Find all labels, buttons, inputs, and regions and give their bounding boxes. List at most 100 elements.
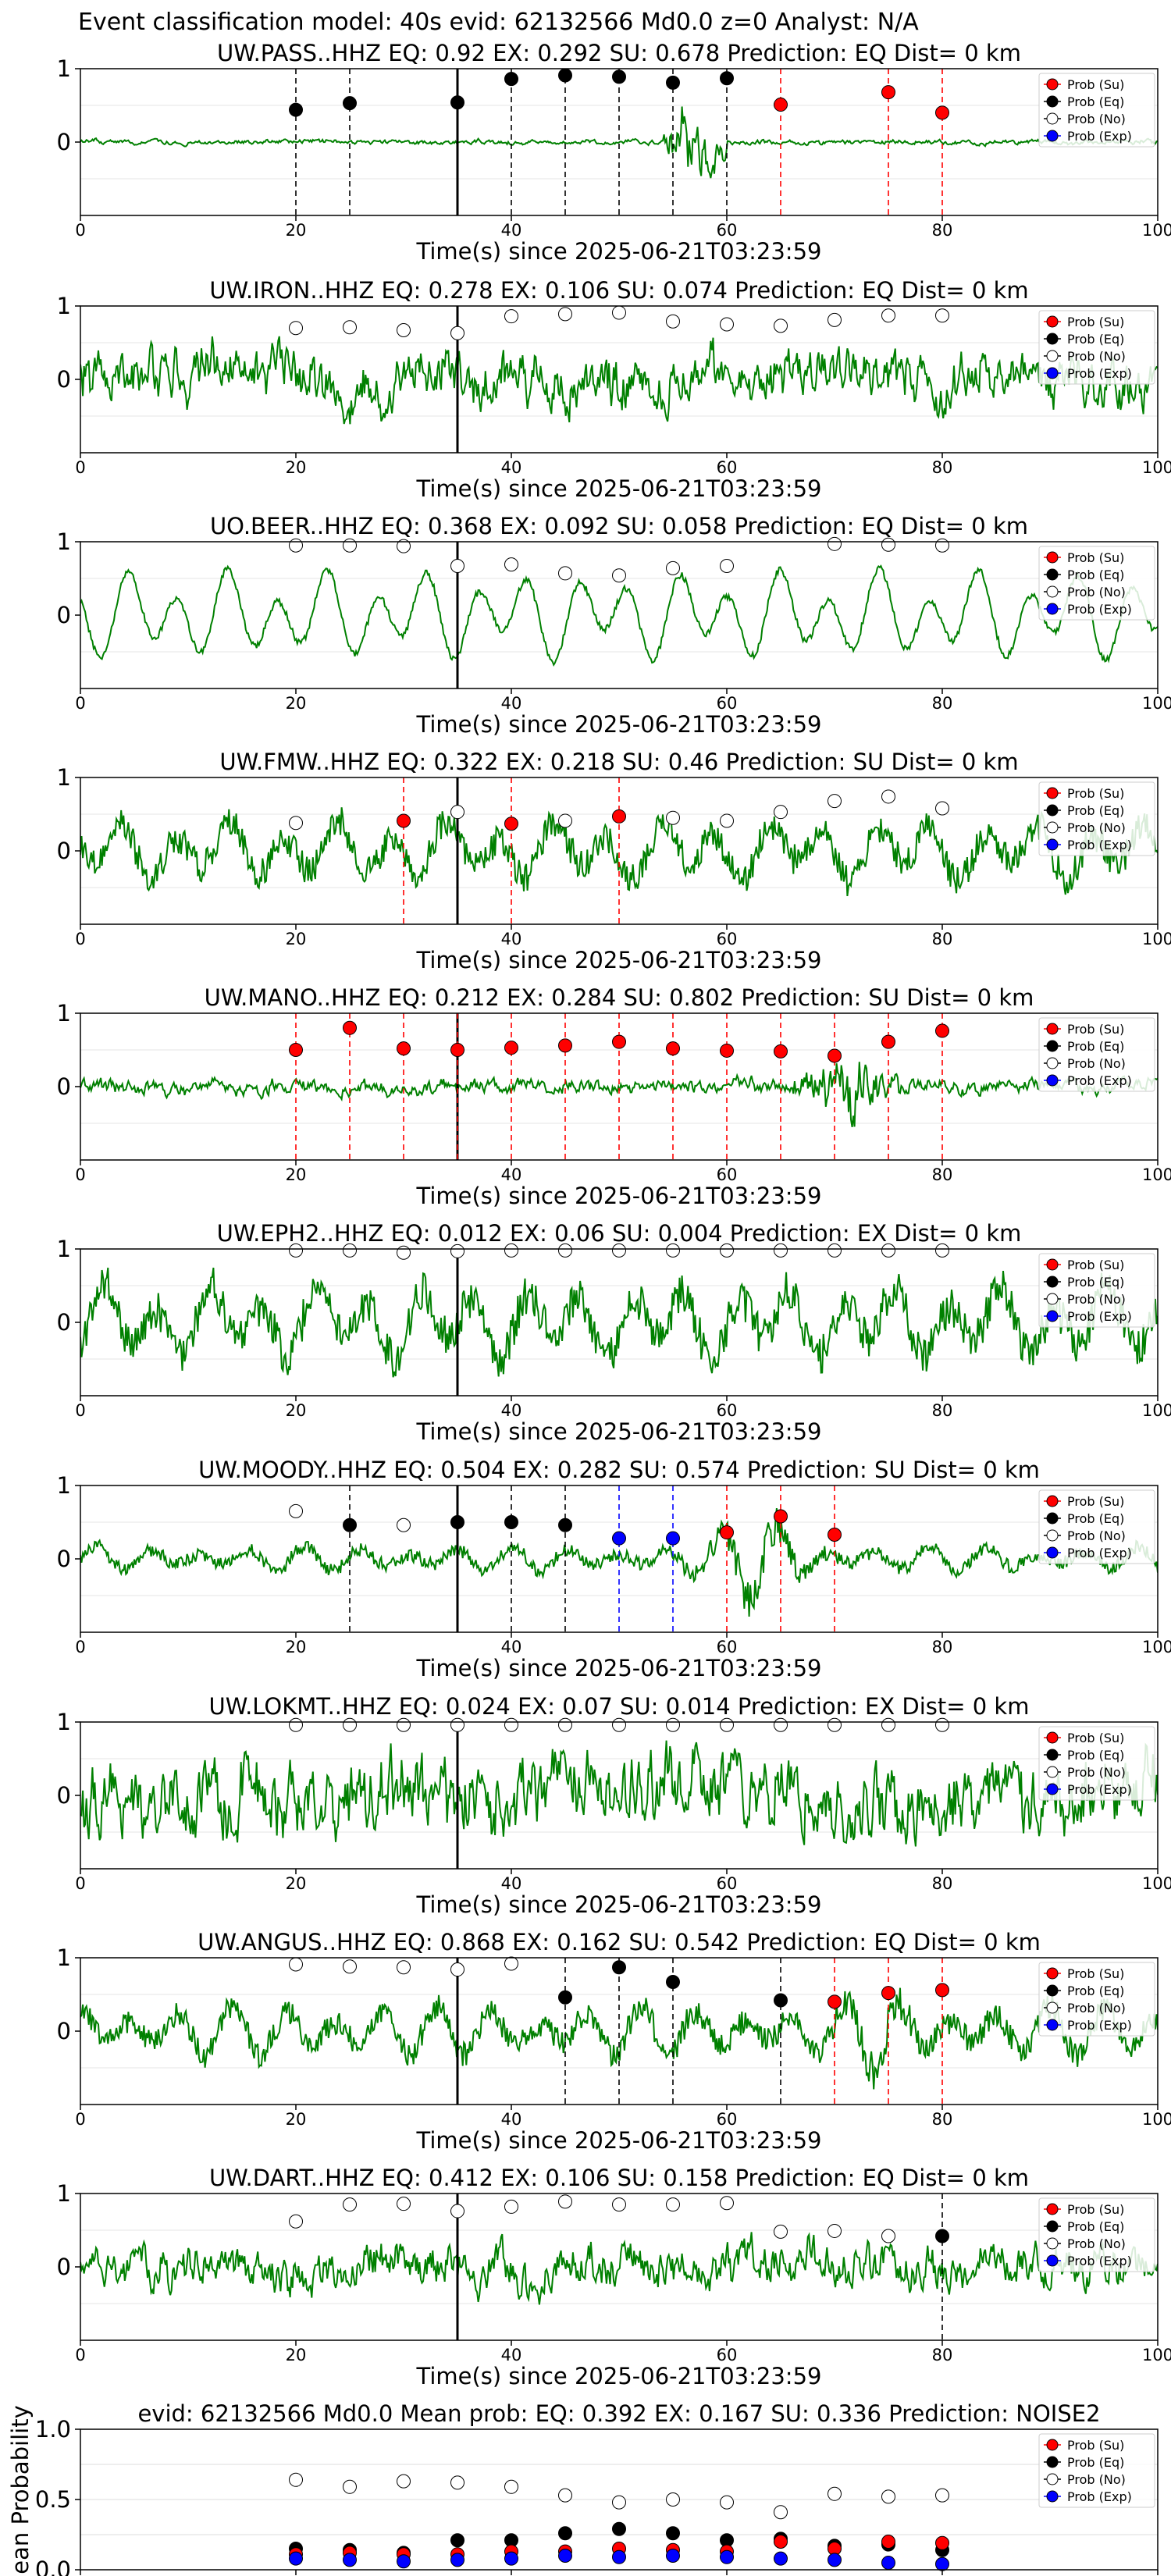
prob-point-no [450, 805, 464, 820]
y-tick-label: 0 [57, 1546, 71, 1572]
prob-point-su [881, 1034, 895, 1049]
x-tick-label: 20 [286, 2110, 307, 2129]
station-panel-1-plot-area [80, 69, 1158, 215]
y-tick-label: 0 [57, 838, 71, 864]
legend-label-exp: Prob (Exp) [1067, 2018, 1132, 2033]
station-panel-7-xlabel: Time(s) since 2025-06-21T03:23:59 [416, 1655, 822, 1681]
legend-box [1038, 2433, 1155, 2508]
prob-point-no [397, 1517, 411, 1532]
legend-marker-su [1046, 551, 1059, 564]
legend-label-eq: Prob (Eq) [1067, 1748, 1124, 1763]
prob-point-exp [612, 1531, 626, 1546]
legend-box [1038, 1726, 1155, 1801]
prob-point-no [289, 1243, 303, 1258]
legend-label-su: Prob (Su) [1067, 315, 1124, 329]
y-tick-label: 0.0 [35, 2556, 71, 2576]
prob-point-eq [612, 69, 626, 84]
station-panel-6-xlabel: Time(s) since 2025-06-21T03:23:59 [416, 1418, 822, 1445]
legend-label-eq: Prob (Eq) [1067, 1275, 1124, 1290]
prob-point-su [935, 105, 949, 120]
station-panel-1-legend: Prob (Su) Prob (Eq) Prob (No) Prob (Exp) [1038, 73, 1155, 148]
legend-marker-no [1046, 1293, 1059, 1305]
mean-prob-point-eq [558, 2526, 572, 2541]
prob-point-no [828, 2223, 842, 2238]
prob-point-su [720, 1525, 734, 1540]
legend-label-eq: Prob (Eq) [1067, 94, 1124, 109]
prob-point-no [397, 1717, 411, 1732]
legend-marker-no [1046, 821, 1059, 834]
prob-point-su [397, 813, 411, 828]
legend-marker-eq [1046, 568, 1059, 581]
x-tick-label: 60 [717, 221, 738, 240]
legend-label-su: Prob (Su) [1067, 1258, 1124, 1272]
prob-point-su [828, 1048, 842, 1063]
legend-marker-exp [1046, 130, 1059, 142]
prob-point-no [828, 312, 842, 327]
mean-prob-point-no [397, 2474, 411, 2489]
prob-point-su [828, 1527, 842, 1542]
prob-point-su [666, 1041, 680, 1056]
legend-box [1038, 1962, 1155, 2037]
legend-marker-su [1046, 2439, 1059, 2451]
x-tick-label: 40 [501, 930, 522, 948]
station-panel-6-plot-area [80, 1249, 1158, 1396]
waveform-trace [80, 106, 1158, 179]
y-tick-label: 1.0 [35, 2416, 71, 2443]
legend-marker-eq [1046, 1749, 1059, 1761]
prob-point-no [828, 794, 842, 809]
mean-prob-point-no [558, 2488, 572, 2503]
legend-marker-su [1046, 315, 1059, 328]
legend-marker-eq [1046, 804, 1059, 817]
prob-point-no [935, 1717, 949, 1732]
legend-marker-eq [1046, 1984, 1059, 1997]
y-tick-label: 0 [57, 1309, 71, 1336]
mean-prob-point-no [828, 2486, 842, 2501]
x-tick-label: 40 [501, 1401, 522, 1420]
mean-prob-point-exp [397, 2554, 411, 2569]
prob-point-no [450, 1717, 464, 1732]
legend-marker-no [1046, 1529, 1059, 1542]
mean-prob-point-no [935, 2488, 949, 2503]
prob-point-no [666, 810, 680, 825]
prob-point-no [828, 536, 842, 551]
mean-prob-point-no [774, 2505, 788, 2520]
x-tick-label: 40 [501, 221, 522, 240]
prob-point-eq [450, 95, 464, 110]
x-tick-label: 0 [75, 930, 85, 948]
x-tick-label: 20 [286, 458, 307, 477]
y-tick-label: 1 [57, 528, 71, 555]
x-tick-label: 20 [286, 2346, 307, 2364]
station-panel-1-title: UW.PASS..HHZ EQ: 0.92 EX: 0.292 SU: 0.67… [217, 40, 1021, 66]
legend-label-eq: Prob (Eq) [1067, 1511, 1124, 1526]
mean-prob-point-exp [720, 2549, 734, 2564]
legend-label-eq: Prob (Eq) [1067, 1984, 1124, 1998]
waveform-trace [80, 807, 1158, 897]
prob-point-no [612, 1717, 626, 1732]
station-panel-3-legend: Prob (Su) Prob (Eq) Prob (No) Prob (Exp) [1038, 546, 1155, 621]
station-panel-2-frame [80, 305, 1159, 454]
x-tick-label: 0 [75, 1874, 85, 1893]
x-tick-label: 20 [286, 1874, 307, 1893]
prob-point-no [397, 2197, 411, 2211]
legend-marker-exp [1046, 838, 1059, 851]
prob-point-no [935, 1243, 949, 1258]
x-tick-label: 0 [75, 694, 85, 713]
x-tick-label: 100 [1142, 694, 1171, 713]
mean-prob-point-no [666, 2492, 680, 2507]
prob-point-no [666, 1243, 680, 1258]
legend-marker-eq [1046, 1040, 1059, 1052]
x-tick-label: 0 [75, 2346, 85, 2364]
x-tick-label: 40 [501, 694, 522, 713]
prob-point-no [612, 2197, 626, 2212]
prob-point-no [343, 1959, 357, 1974]
legend-marker-no [1046, 2001, 1059, 2014]
station-panel-9: UW.ANGUS..HHZ EQ: 0.868 EX: 0.162 SU: 0.… [57, 1929, 1171, 2154]
legend-box [1038, 2197, 1155, 2272]
prob-point-no [289, 1717, 303, 1732]
y-tick-label: 1 [57, 55, 71, 82]
prob-point-no [612, 1243, 626, 1258]
legend-label-exp: Prob (Exp) [1067, 1309, 1132, 1324]
prob-point-no [828, 1243, 842, 1258]
mean-prob-point-exp [774, 2551, 788, 2566]
prob-point-no [881, 2229, 895, 2243]
